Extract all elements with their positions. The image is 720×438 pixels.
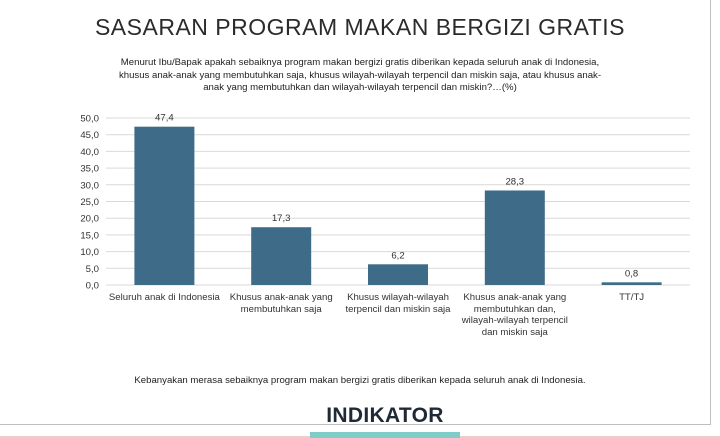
category-label: Khusus wilayah-wilayah terpencil dan mis… xyxy=(345,292,451,315)
y-tick-label: 30,0 xyxy=(80,180,99,191)
data-label: 6,2 xyxy=(391,250,404,261)
frame-right-border xyxy=(710,0,711,424)
bar xyxy=(601,282,662,285)
y-tick-label: 50,0 xyxy=(80,114,99,125)
y-tick-label: 10,0 xyxy=(80,247,99,258)
y-tick-label: 0,0 xyxy=(86,281,99,292)
frame-bottom-border xyxy=(0,424,711,425)
y-tick-label: 5,0 xyxy=(86,264,99,275)
y-tick-label: 25,0 xyxy=(80,197,99,208)
y-axis-ticks: 0,0 5,0 10,0 15,0 20,0 25,0 30,0 35,0 40,0 45,0 50… xyxy=(80,114,99,292)
logo-accent-bar xyxy=(310,432,460,438)
y-tick-label: 45,0 xyxy=(80,130,99,141)
data-label: 28,3 xyxy=(505,176,524,187)
bar xyxy=(251,227,312,285)
y-tick-label: 35,0 xyxy=(80,164,99,175)
bar xyxy=(368,264,428,285)
bar xyxy=(484,190,545,285)
footnote: Kebanyakan merasa sebaiknya program maka… xyxy=(134,375,586,386)
category-label: Seluruh anak di Indonesia xyxy=(108,292,220,303)
category-label: Khusus anak-anak yang membutuhkan dan, w… xyxy=(461,292,568,338)
chart-subtitle: Menurut Ibu/Bapak apakah sebaiknya progr… xyxy=(118,57,602,93)
bars xyxy=(134,126,662,286)
category-label: TT/TJ xyxy=(619,292,645,303)
logo-text: INDIKATOR xyxy=(326,404,444,427)
y-tick-label: 20,0 xyxy=(80,214,99,225)
chart-title: SASARAN PROGRAM MAKAN BERGIZI GRATIS xyxy=(94,14,626,40)
indikator-logo: INDIKATOR xyxy=(310,404,460,438)
category-label: Khusus anak-anak yang membutuhkan saja xyxy=(229,292,333,315)
y-tick-label: 15,0 xyxy=(80,230,99,241)
data-label: 0,8 xyxy=(625,268,638,279)
y-tick-label: 40,0 xyxy=(80,147,99,158)
data-label: 17,3 xyxy=(272,213,291,224)
bar xyxy=(134,126,195,286)
data-label: 47,4 xyxy=(155,113,174,124)
data-labels: 47,4 17,3 6,2 28,3 0,8 xyxy=(155,113,638,280)
